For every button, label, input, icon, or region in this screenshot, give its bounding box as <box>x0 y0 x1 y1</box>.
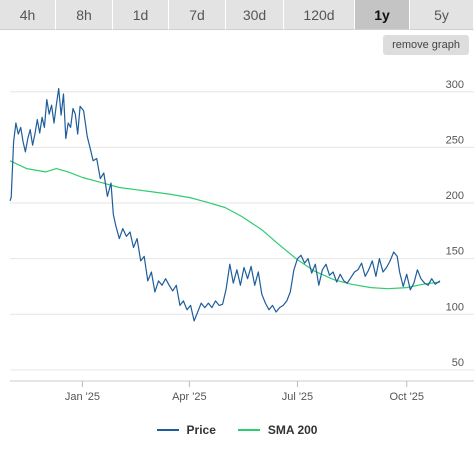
tab-5y[interactable]: 5y <box>410 0 474 30</box>
y-tick-label: 200 <box>446 190 464 202</box>
timeframe-tabs: 4h 8h 1d 7d 30d 120d 1y 5y <box>0 0 474 30</box>
remove-graph-button[interactable]: remove graph <box>383 35 469 55</box>
x-tick-label: Oct '25 <box>389 391 424 403</box>
tab-7d[interactable]: 7d <box>169 0 226 30</box>
x-tick-label: Jan '25 <box>65 391 100 403</box>
legend-label: Price <box>186 423 216 437</box>
legend-item-sma-200[interactable]: SMA 200 <box>237 423 318 437</box>
price-chart: 300 250 200 150 100 50 Jan '25 Apr '25 Jul '25 Oc… <box>9 79 474 403</box>
legend-swatch <box>156 429 179 431</box>
x-tick-label: Jul '25 <box>282 391 313 403</box>
series-line-price <box>9 87 441 322</box>
tab-4h[interactable]: 4h <box>0 0 56 30</box>
y-tick-label: 100 <box>446 301 464 313</box>
tab-30d[interactable]: 30d <box>226 0 284 30</box>
legend-label: SMA 200 <box>267 423 318 437</box>
tab-1d[interactable]: 1d <box>113 0 169 30</box>
y-tick-label: 250 <box>446 134 464 146</box>
x-tick-label: Apr '25 <box>172 391 207 403</box>
y-tick-label: 300 <box>446 79 464 91</box>
tab-120d[interactable]: 120d <box>284 0 355 30</box>
legend-swatch <box>237 429 260 431</box>
y-tick-label: 50 <box>452 357 464 369</box>
tab-8h[interactable]: 8h <box>56 0 113 30</box>
tab-1y[interactable]: 1y <box>355 0 410 30</box>
chart-legend: Price SMA 200 <box>0 418 474 442</box>
y-tick-label: 150 <box>446 246 464 258</box>
series-line-sma-200 <box>9 160 441 290</box>
legend-item-price[interactable]: Price <box>156 423 216 437</box>
